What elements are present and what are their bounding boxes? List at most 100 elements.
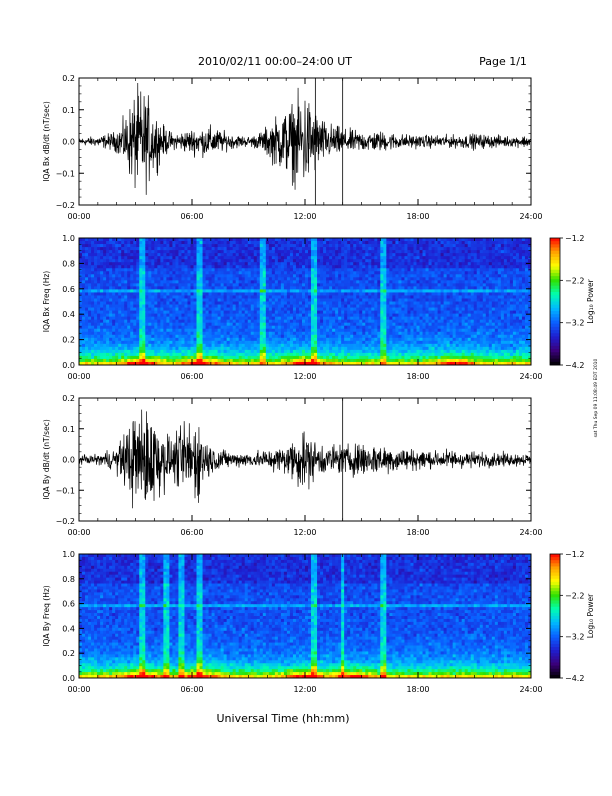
spectrogram-cell <box>184 335 187 338</box>
spectrogram-cell <box>326 335 329 338</box>
spectrogram-cell <box>184 323 187 326</box>
spectrogram-cell <box>230 359 233 362</box>
spectrogram-cell <box>203 262 206 265</box>
spectrogram-cell <box>248 353 251 356</box>
spectrogram-cell <box>413 259 416 262</box>
spectrogram-cell <box>94 256 97 259</box>
spectrogram-cell <box>398 247 401 250</box>
spectrogram-cell <box>239 344 242 347</box>
spectrogram-cell <box>97 323 100 326</box>
spectrogram-cell <box>197 259 200 262</box>
spectrogram-cell <box>401 314 404 317</box>
spectrogram-cell <box>392 256 395 259</box>
spectrogram-cell <box>278 308 281 311</box>
spectrogram-cell <box>293 250 296 253</box>
spectrogram-cell <box>323 341 326 344</box>
spectrogram-cell <box>203 238 206 241</box>
spectrogram-cell <box>260 274 263 277</box>
spectrogram-cell <box>323 256 326 259</box>
spectrogram-cell <box>178 329 181 332</box>
spectrogram-cell <box>200 289 203 292</box>
spectrogram-cell <box>242 347 245 350</box>
spectrogram-cell <box>212 259 215 262</box>
spectrogram-cell <box>190 338 193 341</box>
spectrogram-cell <box>302 317 305 320</box>
spectrogram-cell <box>103 292 106 295</box>
spectrogram-cell <box>263 298 266 301</box>
spectrogram-cell <box>121 341 124 344</box>
spectrogram-cell <box>392 244 395 247</box>
spectrogram-cell <box>172 329 175 332</box>
spectrogram-cell <box>133 283 136 286</box>
spectrogram-cell <box>338 247 341 250</box>
spectrogram-cell <box>118 286 121 289</box>
spectrogram-cell <box>115 308 118 311</box>
spectrogram-cell <box>293 311 296 314</box>
spectrogram-cell <box>248 289 251 292</box>
spectrogram-cell <box>163 265 166 268</box>
spectrogram-cell <box>320 244 323 247</box>
spectrogram-cell <box>227 289 230 292</box>
spectrogram-cell <box>190 253 193 256</box>
spectrogram-cell <box>169 302 172 305</box>
spectrogram-cell <box>118 356 121 359</box>
spectrogram-cell <box>112 241 115 244</box>
spectrogram-cell <box>323 347 326 350</box>
spectrogram-cell <box>293 308 296 311</box>
spectrogram-cell <box>172 262 175 265</box>
spectrogram-cell <box>133 305 136 308</box>
spectrogram-cell <box>245 280 248 283</box>
spectrogram-cell <box>284 295 287 298</box>
spectrogram-cell <box>401 341 404 344</box>
spectrogram-cell <box>407 271 410 274</box>
spectrogram-cell <box>299 262 302 265</box>
spectrogram-cell <box>308 247 311 250</box>
spectrogram-cell <box>350 329 353 332</box>
spectrogram-cell <box>230 262 233 265</box>
spectrogram-cell <box>338 253 341 256</box>
spectrogram-cell <box>260 332 263 335</box>
spectrogram-cell <box>227 277 230 280</box>
spectrogram-cell <box>103 256 106 259</box>
spectrogram-cell <box>175 241 178 244</box>
spectrogram-cell <box>88 332 91 335</box>
spectrogram-cell <box>212 317 215 320</box>
spectrogram-cell <box>368 277 371 280</box>
spectrogram-cell <box>308 268 311 271</box>
spectrogram-cell <box>263 356 266 359</box>
spectrogram-cell <box>130 277 133 280</box>
spectrogram-cell <box>88 320 91 323</box>
spectrogram-cell <box>221 250 224 253</box>
spectrogram-cell <box>320 259 323 262</box>
spectrogram-cell <box>239 335 242 338</box>
spectrogram-cell <box>136 308 139 311</box>
spectrogram-cell <box>347 274 350 277</box>
spectrogram-cell <box>160 323 163 326</box>
spectrogram-cell <box>353 308 356 311</box>
spectrogram-cell <box>365 292 368 295</box>
spectrogram-cell <box>233 289 236 292</box>
spectrogram-cell <box>404 335 407 338</box>
spectrogram-cell <box>236 298 239 301</box>
spectrogram-cell <box>139 271 142 274</box>
spectrogram-cell <box>371 320 374 323</box>
spectrogram-cell <box>296 320 299 323</box>
spectrogram-cell <box>94 335 97 338</box>
spectrogram-cell <box>398 280 401 283</box>
spectrogram-cell <box>423 344 426 347</box>
spectrogram-cell <box>130 338 133 341</box>
spectrogram-cell <box>227 320 230 323</box>
spectrogram-cell <box>308 274 311 277</box>
spectrogram-cell <box>172 256 175 259</box>
spectrogram-cell <box>197 314 200 317</box>
spectrogram-cell <box>426 335 429 338</box>
spectrogram-cell <box>221 311 224 314</box>
spectrogram-cell <box>359 359 362 362</box>
spectrogram-cell <box>206 256 209 259</box>
spectrogram-cell <box>239 250 242 253</box>
spectrogram-cell <box>341 295 344 298</box>
spectrogram-cell <box>317 256 320 259</box>
spectrogram-cell <box>260 350 263 353</box>
spectrogram-cell <box>326 274 329 277</box>
spectrogram-cell <box>423 335 426 338</box>
